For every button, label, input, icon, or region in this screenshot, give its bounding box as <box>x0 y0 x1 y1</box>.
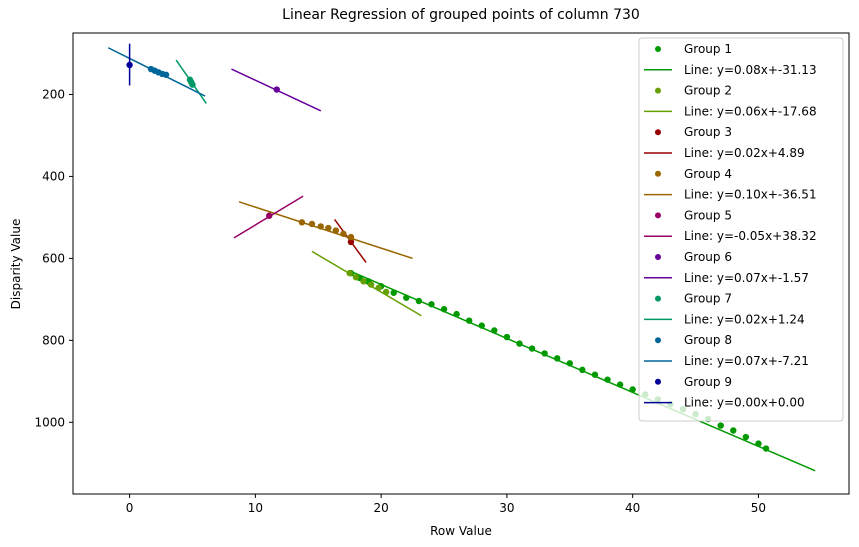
point-group-1 <box>730 427 737 434</box>
legend-line-label-group-6: Line: y=0.07x+-1.57 <box>684 271 809 285</box>
point-group-1 <box>478 322 485 329</box>
legend-label-group-2: Group 2 <box>684 84 732 98</box>
point-group-1 <box>503 333 511 341</box>
plot-frame <box>72 32 850 495</box>
point-group-1 <box>516 340 523 347</box>
legend-line-label-group-3: Line: y=0.02x+4.89 <box>684 146 805 160</box>
point-group-1 <box>742 433 750 441</box>
point-group-1 <box>762 445 770 452</box>
point-group-1 <box>591 371 599 378</box>
legend-line-label-group-2: Line: y=0.06x+-17.68 <box>684 104 817 118</box>
data-points <box>126 61 770 452</box>
point-group-1 <box>465 317 473 324</box>
point-group-1 <box>755 440 762 447</box>
legend-label-group-4: Group 4 <box>684 167 732 181</box>
x-tick-label: 30 <box>499 501 514 515</box>
legend-marker-group-6 <box>655 254 661 260</box>
point-group-1 <box>604 376 611 383</box>
y-tick-label: 200 <box>42 87 65 101</box>
point-group-1 <box>616 381 624 388</box>
regression-line-group-4 <box>238 201 413 260</box>
x-tick-label: 50 <box>751 501 766 515</box>
legend-marker-group-5 <box>655 212 661 219</box>
point-group-4 <box>298 219 306 226</box>
point-group-2 <box>375 284 382 292</box>
plot-area <box>72 32 850 495</box>
legend-line-label-group-5: Line: y=-0.05x+38.32 <box>684 229 817 243</box>
point-group-1 <box>579 366 586 374</box>
point-group-4 <box>308 220 316 228</box>
x-axis: 0 10 20 30 40 50 <box>126 494 766 515</box>
y-axis-title: Disparity Value <box>9 219 23 310</box>
y-tick-label: 400 <box>42 169 65 183</box>
legend-label-group-3: Group 3 <box>684 125 732 139</box>
x-tick-label: 0 <box>126 501 134 515</box>
point-group-1 <box>440 305 448 313</box>
legend-label-group-6: Group 6 <box>684 250 732 264</box>
legend-marker-group-3 <box>655 129 661 136</box>
point-group-4 <box>340 230 347 237</box>
point-group-1 <box>717 422 724 429</box>
legend-line-label-group-8: Line: y=0.07x+-7.21 <box>684 354 809 368</box>
point-group-1 <box>541 350 548 357</box>
point-group-4 <box>317 223 324 230</box>
y-axis: 200 400 600 800 1000 <box>34 87 73 429</box>
legend-marker-group-1 <box>655 46 661 52</box>
point-group-2 <box>346 269 353 277</box>
legend-marker-group-4 <box>655 170 661 177</box>
legend-line-label-group-4: Line: y=0.10x+-36.51 <box>684 188 817 202</box>
point-group-4 <box>347 233 355 241</box>
point-group-1 <box>403 294 410 301</box>
x-tick-label: 40 <box>625 501 640 515</box>
point-group-2 <box>367 281 375 288</box>
legend-line-label-group-7: Line: y=0.02x+1.24 <box>684 312 805 326</box>
x-tick-label: 20 <box>373 501 388 515</box>
chart-title: Linear Regression of grouped points of c… <box>282 7 640 23</box>
point-group-1 <box>428 301 435 308</box>
legend-label-group-8: Group 8 <box>684 333 732 347</box>
point-group-4 <box>332 227 340 234</box>
point-group-1 <box>415 297 423 305</box>
legend-label-group-7: Group 7 <box>684 292 732 306</box>
point-group-1 <box>528 345 536 352</box>
point-group-1 <box>629 386 636 393</box>
y-tick-label: 1000 <box>34 415 65 429</box>
point-group-9 <box>126 61 133 69</box>
point-group-6 <box>273 86 280 93</box>
point-group-2 <box>352 274 360 281</box>
legend-label-group-9: Group 9 <box>684 375 732 389</box>
point-group-1 <box>554 355 561 362</box>
legend-frame <box>638 37 844 422</box>
legend-line-label-group-1: Line: y=0.08x+-31.13 <box>684 63 817 77</box>
legend-label-group-5: Group 5 <box>684 208 732 222</box>
legend-line-label-group-9: Line: y=0.00x+0.00 <box>684 396 805 410</box>
legend-marker-group-2 <box>655 87 661 94</box>
legend-marker-group-7 <box>655 295 661 302</box>
point-group-7 <box>189 81 196 88</box>
legend-label-group-1: Group 1 <box>684 42 732 56</box>
legend-marker-group-9 <box>655 378 661 385</box>
point-group-1 <box>453 310 460 318</box>
y-tick-label: 600 <box>42 251 65 265</box>
point-group-1 <box>566 360 573 367</box>
point-group-4 <box>325 224 332 232</box>
point-group-1 <box>491 327 498 334</box>
point-group-3 <box>347 238 355 246</box>
x-tick-label: 10 <box>248 501 263 515</box>
point-group-1 <box>390 289 397 296</box>
point-group-2 <box>360 278 367 285</box>
point-group-5 <box>266 212 273 219</box>
y-tick-label: 800 <box>42 333 65 347</box>
point-group-2 <box>382 288 390 296</box>
point-group-8 <box>162 71 170 78</box>
legend-marker-group-8 <box>655 337 661 344</box>
x-axis-title: Row Value <box>430 524 492 538</box>
legend: Group 1 Line: y=0.08x+-31.13 Group 2 Line: … <box>638 37 844 422</box>
